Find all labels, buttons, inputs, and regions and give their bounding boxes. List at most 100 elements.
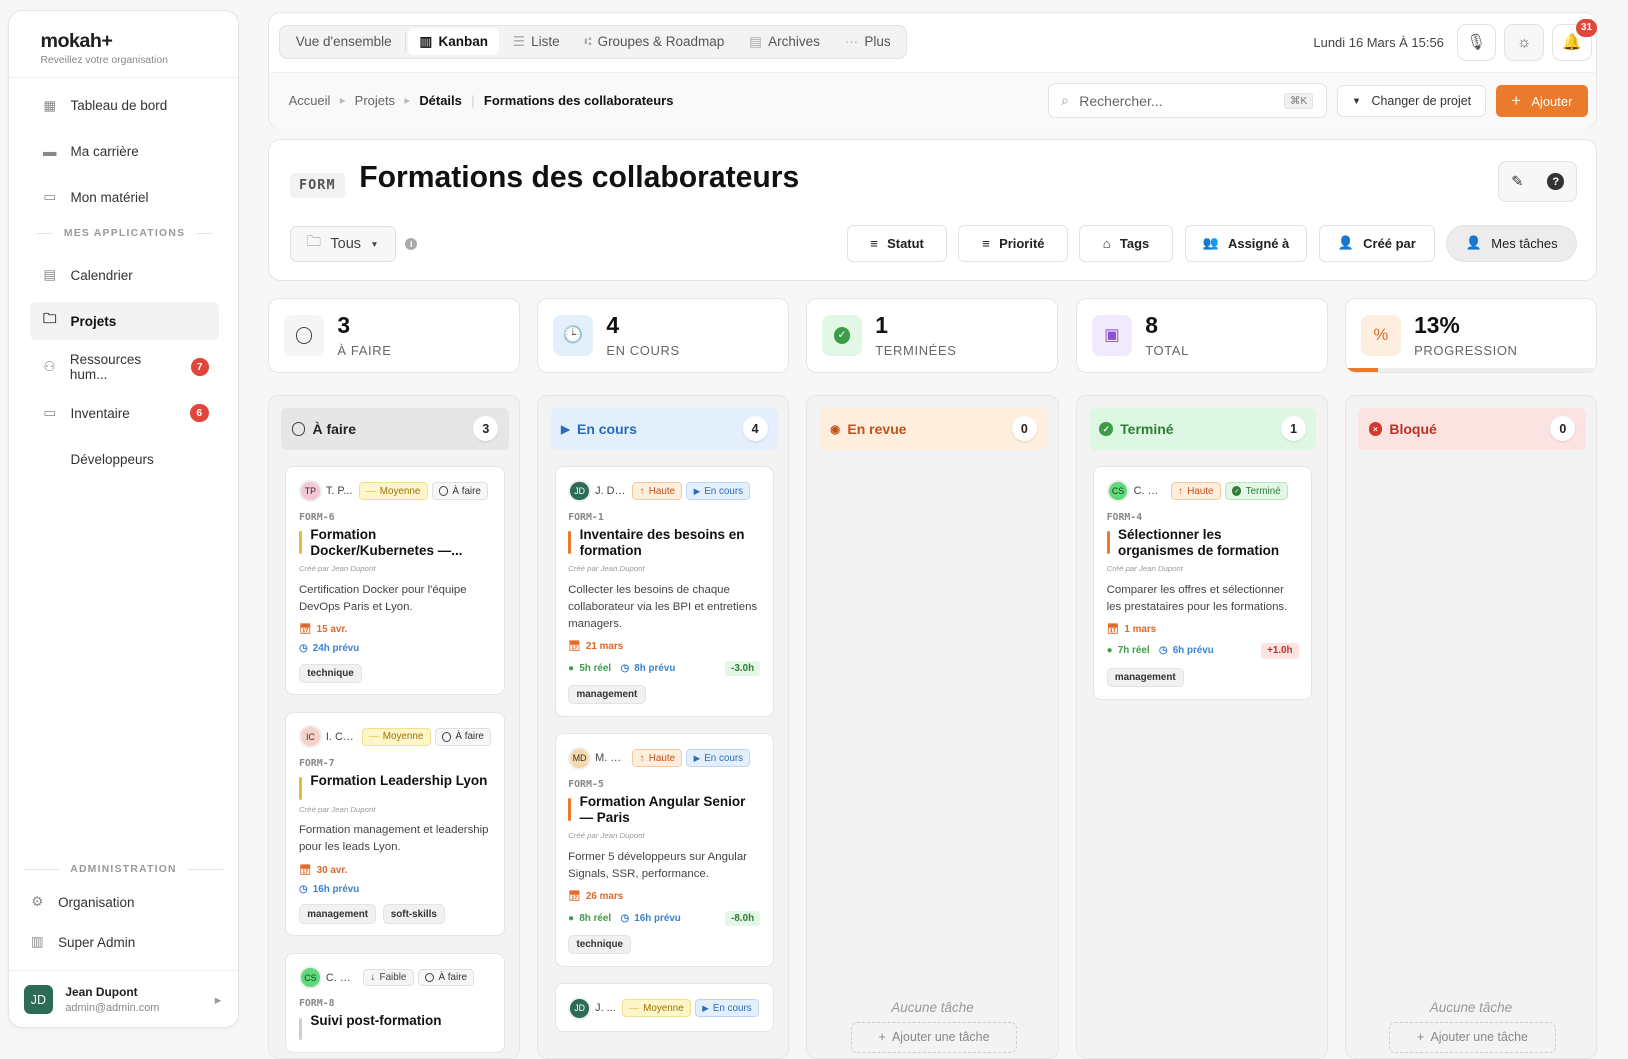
divider	[9, 76, 238, 78]
filter-status[interactable]: ≡ Statut	[847, 225, 947, 262]
tag-list: management	[568, 685, 760, 705]
change-project-button[interactable]: ▼ Changer de projet	[1337, 85, 1486, 118]
search-input[interactable]: ⌕ Rechercher... ⌘K	[1047, 83, 1327, 119]
filter-assignee[interactable]: 👥 Assigné à	[1184, 225, 1308, 262]
task-title[interactable]: Inventaire des besoins en formation	[568, 527, 760, 559]
sidebar-item-label: Tableau de bord	[70, 98, 168, 114]
status-label: En cours	[704, 752, 744, 764]
filter-my-tasks[interactable]: 👤 Mes tâches	[1446, 225, 1578, 262]
info-icon[interactable]: i	[404, 237, 418, 251]
folder-filter-select[interactable]: 🗀 Tous ▼	[289, 226, 396, 262]
help-icon[interactable]: ?	[1547, 173, 1565, 190]
task-title[interactable]: Sélectionner les organismes de formation	[1106, 527, 1299, 559]
task-card[interactable]: CS C. Si... ↑ Haute ✓ Terminé FORM-4 Sélect…	[1093, 466, 1313, 700]
logo[interactable]: mokah+	[40, 30, 113, 53]
column-header[interactable]: ▶ En cours 4	[550, 408, 778, 450]
sidebar-item-ressources-hum[interactable]: ⚇ Ressources hum... 7	[30, 348, 219, 385]
user-profile[interactable]: JD Jean Dupont admin@admin.com ▶	[9, 969, 238, 1029]
tag[interactable]: management	[568, 685, 646, 705]
task-title-text: Formation Leadership Lyon	[310, 772, 488, 788]
column-header[interactable]: ✓ Terminé 1	[1089, 408, 1317, 450]
filter-created-by[interactable]: 👤 Créé par	[1318, 225, 1435, 262]
sidebar-item-inventaire[interactable]: ▭ Inventaire 6	[30, 394, 219, 431]
stat-value: 8	[1145, 312, 1158, 339]
card-list: JD J. Du... ↑ Haute ▶ En cours FORM-1 Inven…	[554, 466, 774, 1032]
card-list: TP T. P... — Moyenne À faire FORM-6 Format…	[285, 466, 505, 1053]
task-card[interactable]: TP T. P... — Moyenne À faire FORM-6 Format…	[285, 466, 505, 696]
sidebar-item-d-veloppeurs[interactable]: Développeurs	[30, 440, 219, 477]
actual-time: 5h réel	[579, 662, 612, 674]
progress-bar	[1345, 367, 1596, 372]
task-title[interactable]: Formation Docker/Kubernetes —...	[298, 527, 491, 559]
microphone-button[interactable]: 🎙	[1456, 23, 1497, 62]
button-label: Mes tâches	[1491, 235, 1558, 251]
task-card[interactable]: CS C. Sim... ↓Faible À faire FORM-8 Suivi…	[285, 952, 505, 1053]
column-header[interactable]: À faire 3	[281, 408, 509, 450]
filter-tags[interactable]: ⌂ Tags	[1078, 225, 1174, 262]
caret-down-icon: ▼	[1351, 96, 1362, 107]
column-count: 1	[1281, 416, 1307, 442]
status-badge: ▶ En cours	[695, 999, 759, 1017]
actual-time: 8h réel	[579, 912, 612, 924]
sidebar-item-super-admin[interactable]: ▥ Super Admin	[18, 924, 207, 961]
percent-icon: %	[1361, 314, 1401, 357]
sidebar-item-ma-carri-re[interactable]: ▬ Ma carrière	[30, 133, 219, 170]
time-tracking: ● 5h réel ◷ 8h prévu -3.0h	[568, 660, 761, 676]
sidebar-item-label: Mon matériel	[70, 189, 149, 205]
task-title[interactable]: Suivi post-formation	[298, 1013, 491, 1041]
add-task-button[interactable]: + Ajouter une tâche	[850, 1021, 1018, 1053]
clock-icon: ◷	[298, 643, 308, 655]
theme-toggle-button[interactable]: ☼	[1504, 23, 1544, 62]
due-date: 📅︎ 26 mars	[568, 891, 760, 902]
time-delta: +1.0h	[1260, 643, 1299, 659]
tag[interactable]: soft-skills	[382, 904, 446, 924]
filter-icon: ≡	[982, 235, 990, 251]
task-card[interactable]: IC I. Ch... — Moyenne À faire FORM-7 Forma…	[285, 712, 505, 937]
add-task-button[interactable]: + Ajouter une tâche	[1389, 1021, 1556, 1053]
project-code: FORM	[289, 173, 345, 198]
tab-archives[interactable]: ▤ Archives	[738, 28, 832, 55]
task-card[interactable]: JD J. ... — Moyenne ▶ En cours	[554, 983, 774, 1032]
column-header[interactable]: × Bloqué 0	[1358, 408, 1586, 450]
breadcrumb-details[interactable]: Détails	[419, 93, 462, 109]
kanban-column-en-cours: ▶ En cours 4 JD J. Du... ↑ Haute ▶ En cours …	[537, 394, 790, 1059]
sidebar-item-tableau-de-bord[interactable]: ▦ Tableau de bord	[30, 87, 219, 124]
tag[interactable]: technique	[298, 663, 363, 683]
column-header[interactable]: ◉ En revue 0	[819, 408, 1048, 450]
status-label: À faire	[438, 972, 467, 983]
tab-more[interactable]: ··· Plus	[833, 28, 902, 55]
breadcrumb-home[interactable]: Accueil	[288, 93, 331, 109]
sidebar-item-organisation[interactable]: ⚙ Organisation	[18, 884, 207, 921]
sidebar-item-projets[interactable]: 🗀 Projets	[30, 302, 220, 340]
add-button[interactable]: + Ajouter	[1496, 85, 1588, 118]
sidebar-item-mon-mat-riel[interactable]: ▭ Mon matériel	[30, 179, 219, 216]
button-label: Ajouter	[1531, 93, 1573, 109]
progress-fill	[1345, 367, 1379, 372]
breadcrumb-projects[interactable]: Projets	[354, 93, 396, 109]
task-title[interactable]: Formation Leadership Lyon	[298, 772, 491, 800]
tab-overview[interactable]: Vue d'ensemble	[284, 28, 403, 55]
tab-groups-roadmap[interactable]: ⑆ Groupes & Roadmap	[573, 28, 736, 55]
priority-icon: ↓	[370, 972, 376, 983]
stat-label: EN COURS	[606, 342, 680, 358]
filter-priority[interactable]: ≡ Priorité	[958, 225, 1069, 262]
task-card[interactable]: MD M. D... ↑ Haute ▶ En cours FORM-5 Format…	[554, 733, 774, 967]
sidebar-item-calendrier[interactable]: ▤ Calendrier	[30, 256, 219, 293]
edit-icon[interactable]: ✎	[1511, 173, 1524, 190]
task-card[interactable]: JD J. Du... ↑ Haute ▶ En cours FORM-1 Inven…	[554, 466, 774, 717]
planned-text: 24h prévu	[312, 643, 360, 655]
task-title[interactable]: Formation Angular Senior — Paris	[568, 794, 760, 826]
sidebar-item-label: Inventaire	[70, 405, 130, 421]
tab-kanban[interactable]: ▥ Kanban	[408, 28, 500, 56]
user-name: Jean Dupont	[65, 985, 138, 1000]
folder-icon: 🗀	[43, 311, 57, 327]
tab-list[interactable]: ☰ Liste	[501, 28, 571, 55]
user-icon: 👤	[1465, 235, 1482, 251]
column-title: Terminé	[1120, 420, 1174, 437]
clock-icon: ◷	[620, 912, 630, 924]
tag[interactable]: management	[1106, 667, 1184, 688]
notifications-button[interactable]: 🔔 31	[1552, 18, 1597, 62]
tag[interactable]: technique	[568, 935, 632, 955]
tag[interactable]: management	[298, 904, 377, 924]
button-label: Changer de projet	[1371, 94, 1472, 109]
